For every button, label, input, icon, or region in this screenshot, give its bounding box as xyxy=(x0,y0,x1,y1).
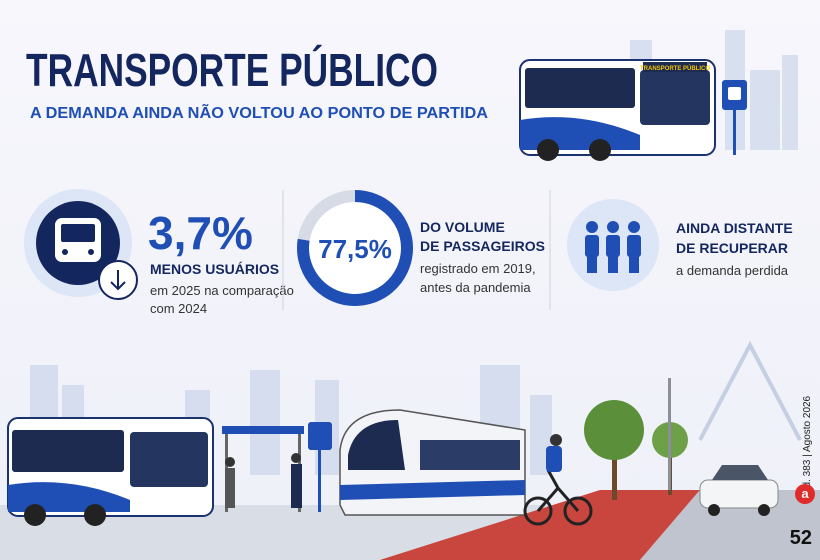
ring-arc xyxy=(297,190,413,306)
stat-detail: em 2025 na comparação xyxy=(150,283,294,298)
stat-label: DE PASSAGEIROS xyxy=(420,238,545,254)
title: TRANSPORTE PÚBLICO xyxy=(26,44,438,96)
edition: Ed. 383 | Agosto 2026 xyxy=(802,395,813,494)
logo: a xyxy=(801,486,809,501)
stat-users: 3,7% MENOS USUÁRIOS em 2025 na comparaçã… xyxy=(24,189,294,316)
stat-label: AINDA DISTANTE xyxy=(676,220,793,236)
stat-volume: 77,5% DO VOLUME DE PASSAGEIROS registrad… xyxy=(297,190,545,306)
logo-badge xyxy=(795,484,815,504)
top-illustration: TRANSPORTE PÚBLICO xyxy=(519,30,798,161)
stat-label: MENOS USUÁRIOS xyxy=(150,261,279,277)
street-scene xyxy=(0,340,820,560)
stat-detail: antes da pandemia xyxy=(420,280,531,295)
stat-detail: registrado em 2019, xyxy=(420,261,536,276)
page-number: 52 xyxy=(790,527,812,549)
stat-label: DO VOLUME xyxy=(420,219,505,235)
stat-value: 3,7% xyxy=(148,207,253,259)
stat-detail: com 2024 xyxy=(150,301,207,316)
ring-label: 77,5% xyxy=(318,234,392,264)
stat-recover: AINDA DISTANTE DE RECUPERAR a demanda pe… xyxy=(567,199,793,291)
stat-label: DE RECUPERAR xyxy=(676,240,788,256)
subtitle: A DEMANDA AINDA NÃO VOLTOU AO PONTO DE P… xyxy=(30,102,488,122)
bus-sign: TRANSPORTE PÚBLICO xyxy=(640,65,710,72)
stat-detail: a demanda perdida xyxy=(676,263,789,278)
